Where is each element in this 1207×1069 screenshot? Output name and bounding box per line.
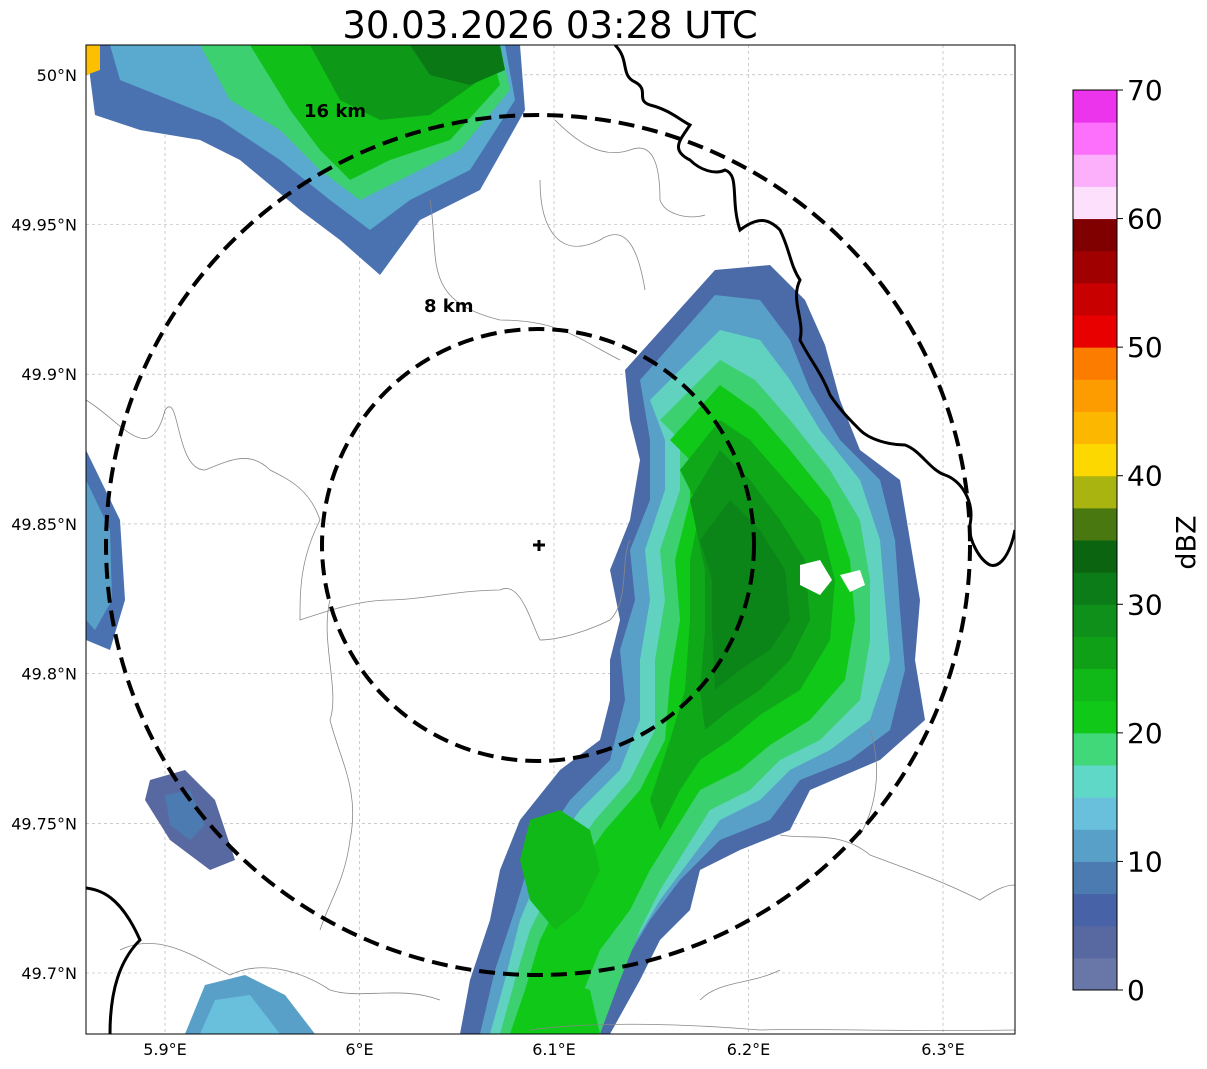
- plot-frame: [85, 44, 1016, 1035]
- colorbar-swatch: [1073, 572, 1117, 605]
- colorbar-swatch: [1073, 797, 1117, 830]
- lat-tick-label: 49.85°N: [11, 515, 77, 534]
- colorbar-tick-label: 10: [1127, 845, 1163, 878]
- colorbar-swatch: [1073, 347, 1117, 380]
- colorbar-unit-label: dBZ: [1171, 514, 1203, 570]
- lat-tick-label: 49.95°N: [11, 216, 77, 235]
- lon-tick-label: 6.3°E: [921, 1040, 965, 1059]
- borders-layer: [86, 45, 1015, 1034]
- colorbar-swatch: [1073, 861, 1117, 895]
- lat-tick-label: 49.8°N: [21, 665, 77, 684]
- colorbar-swatch: [1073, 765, 1117, 798]
- lon-tick-label: 6.2°E: [727, 1040, 771, 1059]
- colorbar-swatch: [1073, 475, 1117, 509]
- ring-label-8km: 8 km: [424, 296, 474, 317]
- colorbar-swatch: [1073, 411, 1117, 445]
- colorbar-swatch: [1073, 925, 1117, 959]
- colorbar-swatch: [1073, 282, 1117, 316]
- colorbar-swatch: [1073, 700, 1117, 734]
- lon-tick-label: 6.1°E: [532, 1040, 576, 1059]
- axis-tick-labels: 5.9°E 6°E 6.1°E 6.2°E 6.3°E 49.7°N 49.75°N 49.8…: [11, 66, 965, 1059]
- colorbar-swatch: [1073, 186, 1117, 220]
- lon-tick-label: 5.9°E: [143, 1040, 187, 1059]
- colorbar-swatch: [1073, 540, 1117, 573]
- colorbar-swatch: [1073, 154, 1117, 187]
- colorbar-swatch: [1073, 218, 1117, 252]
- lat-tick-label: 49.75°N: [11, 814, 77, 833]
- colorbar-tick-label: 60: [1127, 203, 1163, 236]
- colorbar-tick-label: 70: [1127, 74, 1163, 107]
- colorbar-swatch: [1073, 443, 1117, 477]
- colorbar-tick-label: 50: [1127, 331, 1163, 364]
- map-title: 30.03.2026 03:28 UTC: [342, 4, 758, 47]
- colorbar-swatch: [1073, 122, 1117, 155]
- colorbar-swatch: [1073, 90, 1117, 123]
- ring-label-16km: 16 km: [304, 101, 366, 122]
- colorbar-swatch: [1073, 379, 1117, 412]
- range-rings: [104, 113, 972, 977]
- radar-site-marker: [533, 540, 545, 551]
- colorbar-tick-label: 40: [1127, 460, 1163, 493]
- lat-tick-label: 50°N: [37, 66, 77, 85]
- colorbar-swatch: [1073, 315, 1117, 348]
- range-ring-16km: [104, 113, 972, 977]
- colorbar-swatch: [1073, 604, 1117, 637]
- colorbar-swatch: [1073, 636, 1117, 670]
- colorbar-swatch: [1073, 732, 1117, 766]
- lat-tick-label: 49.9°N: [21, 365, 77, 384]
- colorbar-tick-label: 0: [1127, 974, 1145, 1007]
- colorbar-swatch: [1073, 668, 1117, 702]
- colorbar: 0 10 20 30 40 50 60 70: [1072, 74, 1163, 1007]
- colorbar-swatch: [1073, 829, 1117, 862]
- colorbar-frame: [1072, 89, 1118, 991]
- colorbar-swatch: [1073, 507, 1117, 541]
- colorbar-swatch: [1073, 893, 1117, 927]
- lon-tick-label: 6°E: [345, 1040, 373, 1059]
- range-ring-8km: [320, 327, 756, 763]
- colorbar-tick-label: 20: [1127, 717, 1163, 750]
- colorbar-swatch: [1073, 250, 1117, 284]
- colorbar-tick-label: 30: [1127, 588, 1163, 621]
- lat-tick-label: 49.7°N: [21, 964, 77, 983]
- colorbar-swatch: [1073, 957, 1117, 991]
